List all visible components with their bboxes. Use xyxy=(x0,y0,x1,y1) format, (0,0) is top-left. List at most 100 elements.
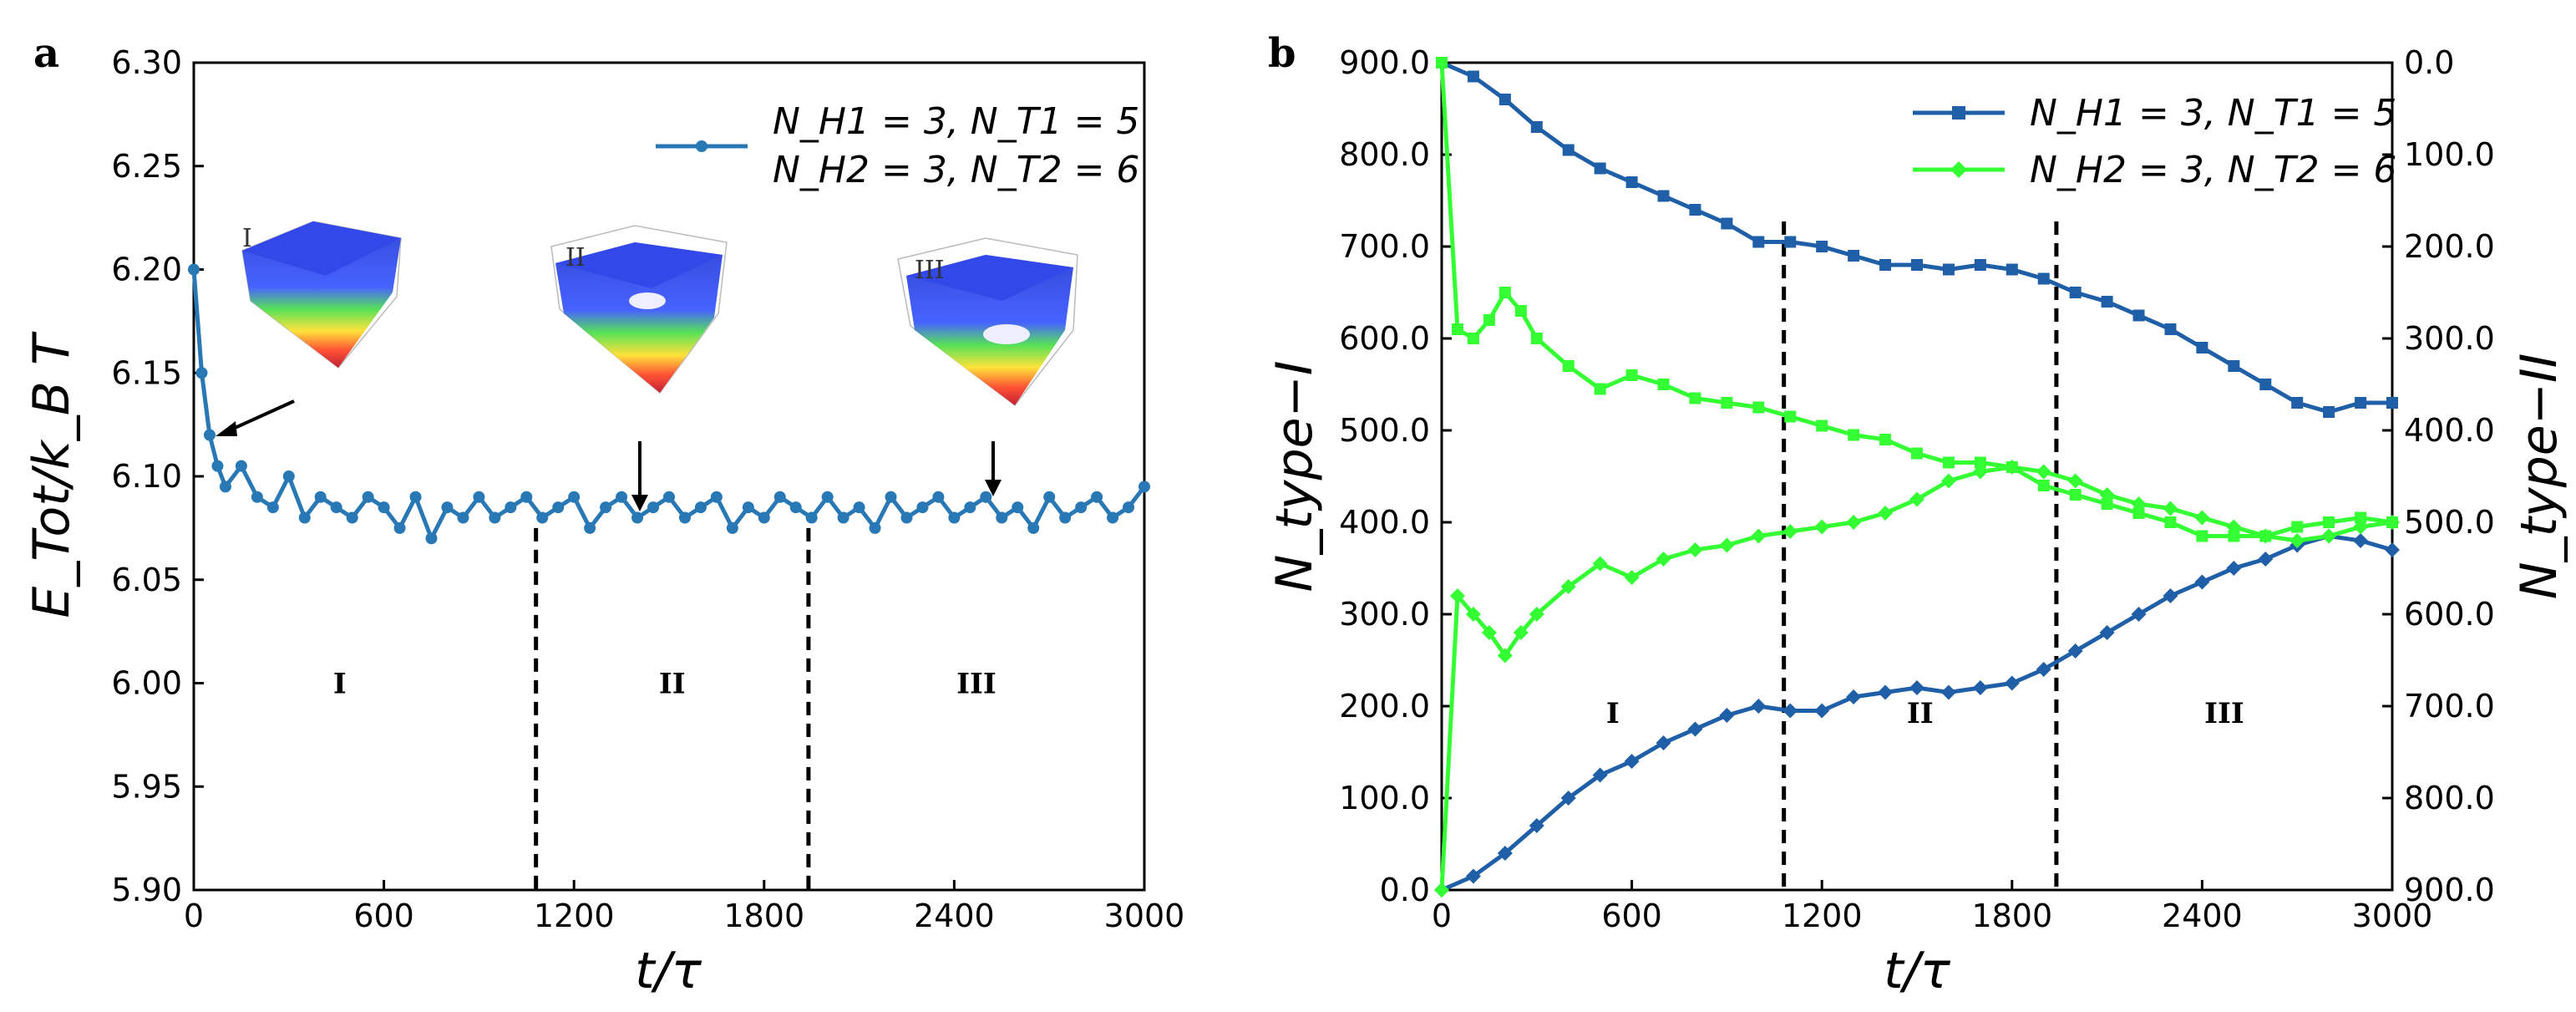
series-marker xyxy=(1624,570,1640,585)
series-marker xyxy=(1075,501,1088,514)
inset-1-label: I xyxy=(242,224,252,253)
series-marker xyxy=(2196,342,2208,353)
series-marker xyxy=(742,501,754,514)
y-tick-label: 600.0 xyxy=(1339,320,1430,357)
series-marker xyxy=(2226,519,2242,535)
series-marker xyxy=(378,501,390,514)
panel-b-y-axis-label-right: N_type−II xyxy=(2510,353,2568,600)
series-marker xyxy=(536,511,549,524)
panel-a-y-axis-label: E_Tot/k_B T xyxy=(23,331,81,618)
x-tick-label: 1200 xyxy=(1782,898,1863,934)
series-marker xyxy=(2386,397,2398,409)
y-tick-label: 900.0 xyxy=(1339,44,1430,81)
y-tick-label: 6.30 xyxy=(111,44,182,81)
series-marker xyxy=(2067,643,2083,659)
series-marker xyxy=(1848,250,1860,262)
panel-a-series xyxy=(188,263,1150,545)
series-marker xyxy=(1752,401,1765,414)
series-marker xyxy=(1911,259,1923,271)
series-marker xyxy=(647,501,660,514)
series-marker xyxy=(1879,434,1892,445)
series-marker xyxy=(2289,533,2305,548)
y-tick-label: 100.0 xyxy=(1339,780,1430,816)
y-tick-label: 300.0 xyxy=(1339,596,1430,633)
series-marker xyxy=(1436,57,1448,69)
panel-a-dividers xyxy=(534,527,811,890)
y-tick-label: 5.90 xyxy=(111,872,182,908)
y-right-tick-label: 600.0 xyxy=(2404,596,2495,633)
series-marker xyxy=(1687,721,1703,737)
series-marker xyxy=(2353,519,2369,535)
inset-snapshot-2: II xyxy=(550,225,728,394)
series-marker xyxy=(916,501,929,514)
series-marker xyxy=(2069,287,2082,298)
series-marker xyxy=(900,511,913,524)
series-marker xyxy=(1560,579,1576,594)
y-tick-label: 700.0 xyxy=(1339,228,1430,265)
series-marker xyxy=(211,460,224,472)
y-right-tick-label: 100.0 xyxy=(2404,136,2495,173)
series-marker xyxy=(1513,625,1529,640)
series-marker xyxy=(1434,882,1449,898)
series-marker xyxy=(1594,162,1606,175)
series-marker xyxy=(2069,489,2082,501)
series-marker xyxy=(1497,846,1513,861)
series-marker xyxy=(1846,515,1862,530)
inset-2-arrowhead xyxy=(631,495,648,511)
series-marker xyxy=(2036,662,2051,677)
series-marker xyxy=(2037,272,2050,285)
series-marker xyxy=(188,263,200,276)
y-right-tick-label: 700.0 xyxy=(2404,688,2495,725)
y-right-tick-label: 200.0 xyxy=(2404,228,2495,265)
panel-b-dividers xyxy=(1782,221,2059,890)
panel-b-y-ticks-right: 900.0 800.0 700.0 600.0 500.0 400.0 300.0 200.0… xyxy=(2382,44,2495,908)
panel-a-legend: N_H1 = 3, N_T1 = 5 N_H2 = 3, N_T2 = 6 xyxy=(656,100,1139,191)
series-marker xyxy=(1782,524,1798,539)
series-marker xyxy=(2101,498,2113,510)
series-marker xyxy=(1465,868,1481,884)
x-tick-label: 1800 xyxy=(723,898,804,934)
x-tick-label: 3000 xyxy=(2352,898,2433,934)
y-right-tick-label: 800.0 xyxy=(2404,780,2495,816)
inset-snapshot-3: III xyxy=(897,237,1078,407)
series-marker xyxy=(1138,481,1150,493)
series-marker xyxy=(1562,360,1575,372)
series-marker xyxy=(2131,496,2147,511)
series-marker xyxy=(584,521,596,534)
series-marker xyxy=(2067,473,2083,489)
y-right-tick-label: 500.0 xyxy=(2404,504,2495,541)
series-marker xyxy=(789,501,802,514)
series-marker xyxy=(1592,556,1608,572)
series-marker xyxy=(1974,259,1986,271)
series-marker xyxy=(1689,204,1701,216)
series-marker xyxy=(932,491,945,503)
series-marker xyxy=(1878,506,1894,521)
series-marker xyxy=(996,511,1008,524)
series-marker xyxy=(2036,464,2051,480)
series-marker xyxy=(1784,236,1797,248)
series-marker xyxy=(2258,528,2274,544)
series-marker xyxy=(505,501,517,514)
panel-a-letter: a xyxy=(33,30,59,77)
y-tick-label: 800.0 xyxy=(1339,136,1430,173)
series-marker xyxy=(2196,530,2208,542)
series-marker xyxy=(1687,542,1703,557)
series-marker xyxy=(1816,420,1828,432)
series-marker xyxy=(1911,447,1923,460)
series-marker xyxy=(1719,708,1735,723)
region-label: III xyxy=(956,668,996,701)
series-marker xyxy=(235,460,247,472)
series-marker xyxy=(616,491,628,503)
series-marker xyxy=(2163,588,2178,603)
series-marker xyxy=(520,491,533,503)
series-marker xyxy=(1721,397,1733,409)
series-marker xyxy=(1059,511,1072,524)
series-marker xyxy=(1909,491,1924,507)
series-marker xyxy=(1530,121,1543,133)
series-marker xyxy=(1560,791,1576,806)
series-marker xyxy=(1498,287,1511,298)
series-marker xyxy=(710,491,723,503)
y-tick-label: 5.95 xyxy=(111,768,182,805)
series-marker xyxy=(805,511,818,524)
inset-snapshot-1: I xyxy=(241,221,402,369)
